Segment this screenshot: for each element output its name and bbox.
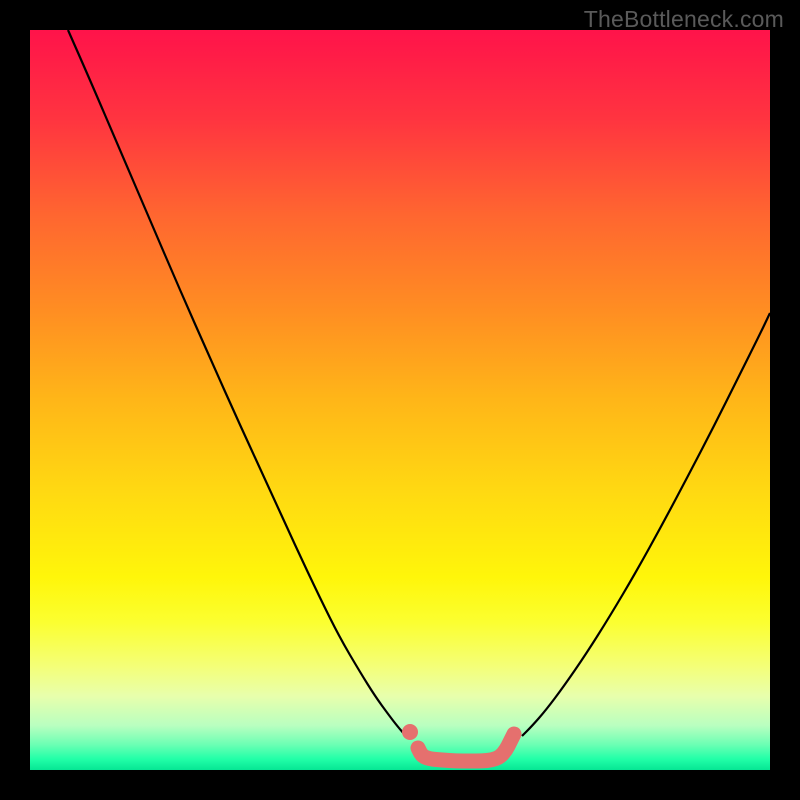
curves-layer [30,30,770,770]
trough-marker-dot [402,724,418,740]
chart-frame: TheBottleneck.com [0,0,800,800]
trough-marker-path [418,734,514,761]
right-bottleneck-curve [522,313,770,736]
watermark-text: TheBottleneck.com [584,6,784,33]
left-bottleneck-curve [68,30,406,736]
plot-area [30,30,770,770]
